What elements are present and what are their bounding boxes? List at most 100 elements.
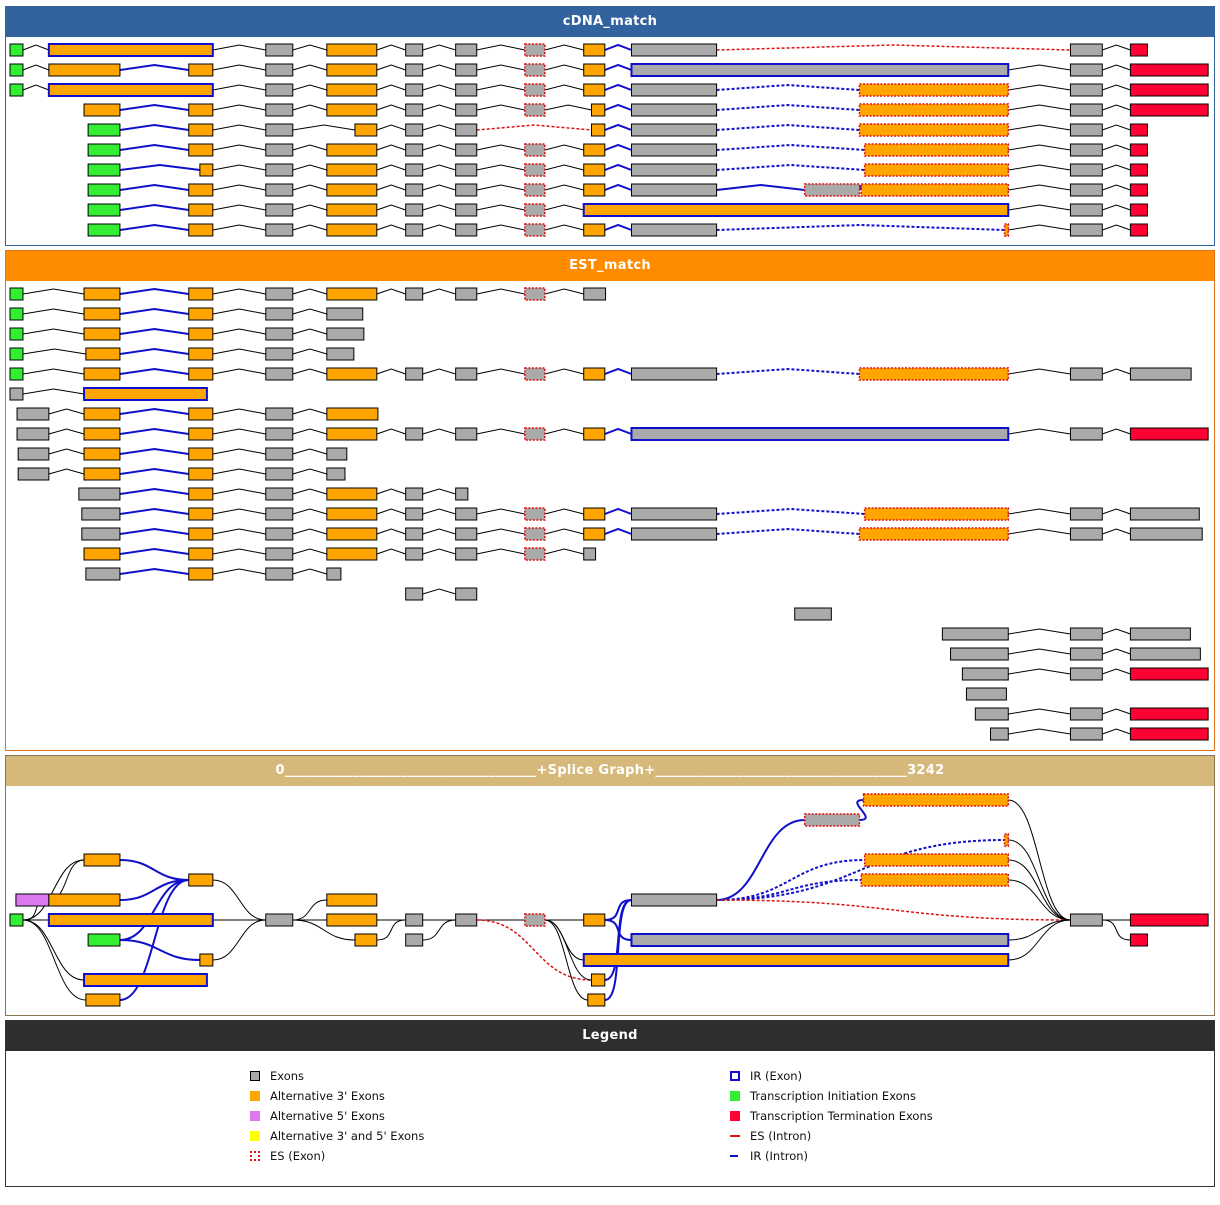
exon-ex-es [524,103,546,117]
intron-ir [604,83,632,91]
edge-intron-ir [856,799,867,821]
edge-intron-ir [119,939,200,961]
exon-a3 [83,307,121,321]
exon-ti [87,223,121,237]
intron-ir [119,467,189,475]
intron-ir [119,567,189,575]
legend-item: Transcription Initiation Exons [730,1086,933,1106]
intron [476,204,525,211]
exon-a3 [583,527,606,541]
exon-a3 [590,123,606,137]
exon-ex [990,727,1009,741]
intron [376,44,406,51]
est-track-area [9,287,1209,741]
exon-ti [87,203,121,217]
intron-ir [604,527,632,535]
exon-ti [9,287,24,301]
intron [376,288,406,295]
intron-ir-dashed [716,103,860,111]
intron-ir [604,123,632,131]
intron [212,428,266,435]
intron [476,528,525,535]
edge-intron [544,919,592,981]
exon-ex [265,407,294,421]
exon-ex [265,163,294,177]
exon-a3 [48,63,121,77]
exon-ex [265,287,294,301]
tt-swatch-icon [730,1111,740,1121]
edge-intron [1008,839,1071,921]
intron [422,84,456,91]
intron [1102,144,1131,151]
exon-a3-es [862,793,1010,807]
intron-ir [119,287,189,295]
legend-header: Legend [6,1021,1214,1051]
intron [544,528,584,535]
exon-ex [455,123,478,137]
exon-ex [1069,223,1103,237]
edge-intron-ir [716,819,805,901]
exon-ex [405,123,424,137]
exon-ex [1069,183,1103,197]
ti-swatch-icon [730,1091,740,1101]
intron [376,368,406,375]
exon-ex [961,667,1009,681]
intron [1102,64,1131,71]
intron-ir-dashed [716,223,1005,231]
intron [1102,124,1131,131]
exon-a5 [15,893,50,907]
exon-ex [1129,527,1203,541]
exon-tt [1129,163,1148,177]
exon-ex [265,223,294,237]
exon-a3 [587,993,606,1007]
intron [292,548,327,555]
intron [1102,204,1131,211]
intron [422,204,456,211]
intron [476,44,525,51]
exon-ex [974,707,1009,721]
intron [1008,84,1071,91]
exon-ex-es [524,913,546,927]
intron [1102,428,1131,435]
exon-ti [9,367,24,381]
intron [1102,368,1131,375]
exon-ti [9,347,24,361]
intron [1102,184,1131,191]
exon-ex [1069,667,1103,681]
legend-label: ES (Exon) [270,1149,326,1163]
edge-intron-ir [119,879,189,941]
exon-tt [1129,83,1209,97]
exon-ex [265,913,294,927]
intron-ir [604,163,632,171]
exon-a3 [326,143,378,157]
exon-ex [455,587,478,601]
exon-a3-es [858,103,1010,117]
intron [476,548,525,555]
intron-ir-dashed [716,367,860,375]
exon-ex [265,427,294,441]
exon-ex [326,327,365,341]
exon-a3 [188,427,214,441]
intron [212,328,266,335]
intron [48,468,85,475]
exon-a3 [326,547,378,561]
exon-ex [950,647,1009,661]
exon-a3 [188,287,214,301]
exon-a3 [83,447,121,461]
exon-a3 [326,913,378,927]
intron [422,548,456,555]
exon-ex [265,347,294,361]
exon-ex-es [524,547,546,561]
exon-ex [583,287,607,301]
intron [476,144,525,151]
exon-ex [405,287,424,301]
intron [544,368,584,375]
intron-ir [716,183,805,191]
exon-ex [405,143,424,157]
intron [22,348,86,355]
intron [212,568,266,575]
exon-ex [455,427,478,441]
exon-a3 [83,427,121,441]
exon-ex [630,83,718,97]
exon-a3 [188,467,214,481]
